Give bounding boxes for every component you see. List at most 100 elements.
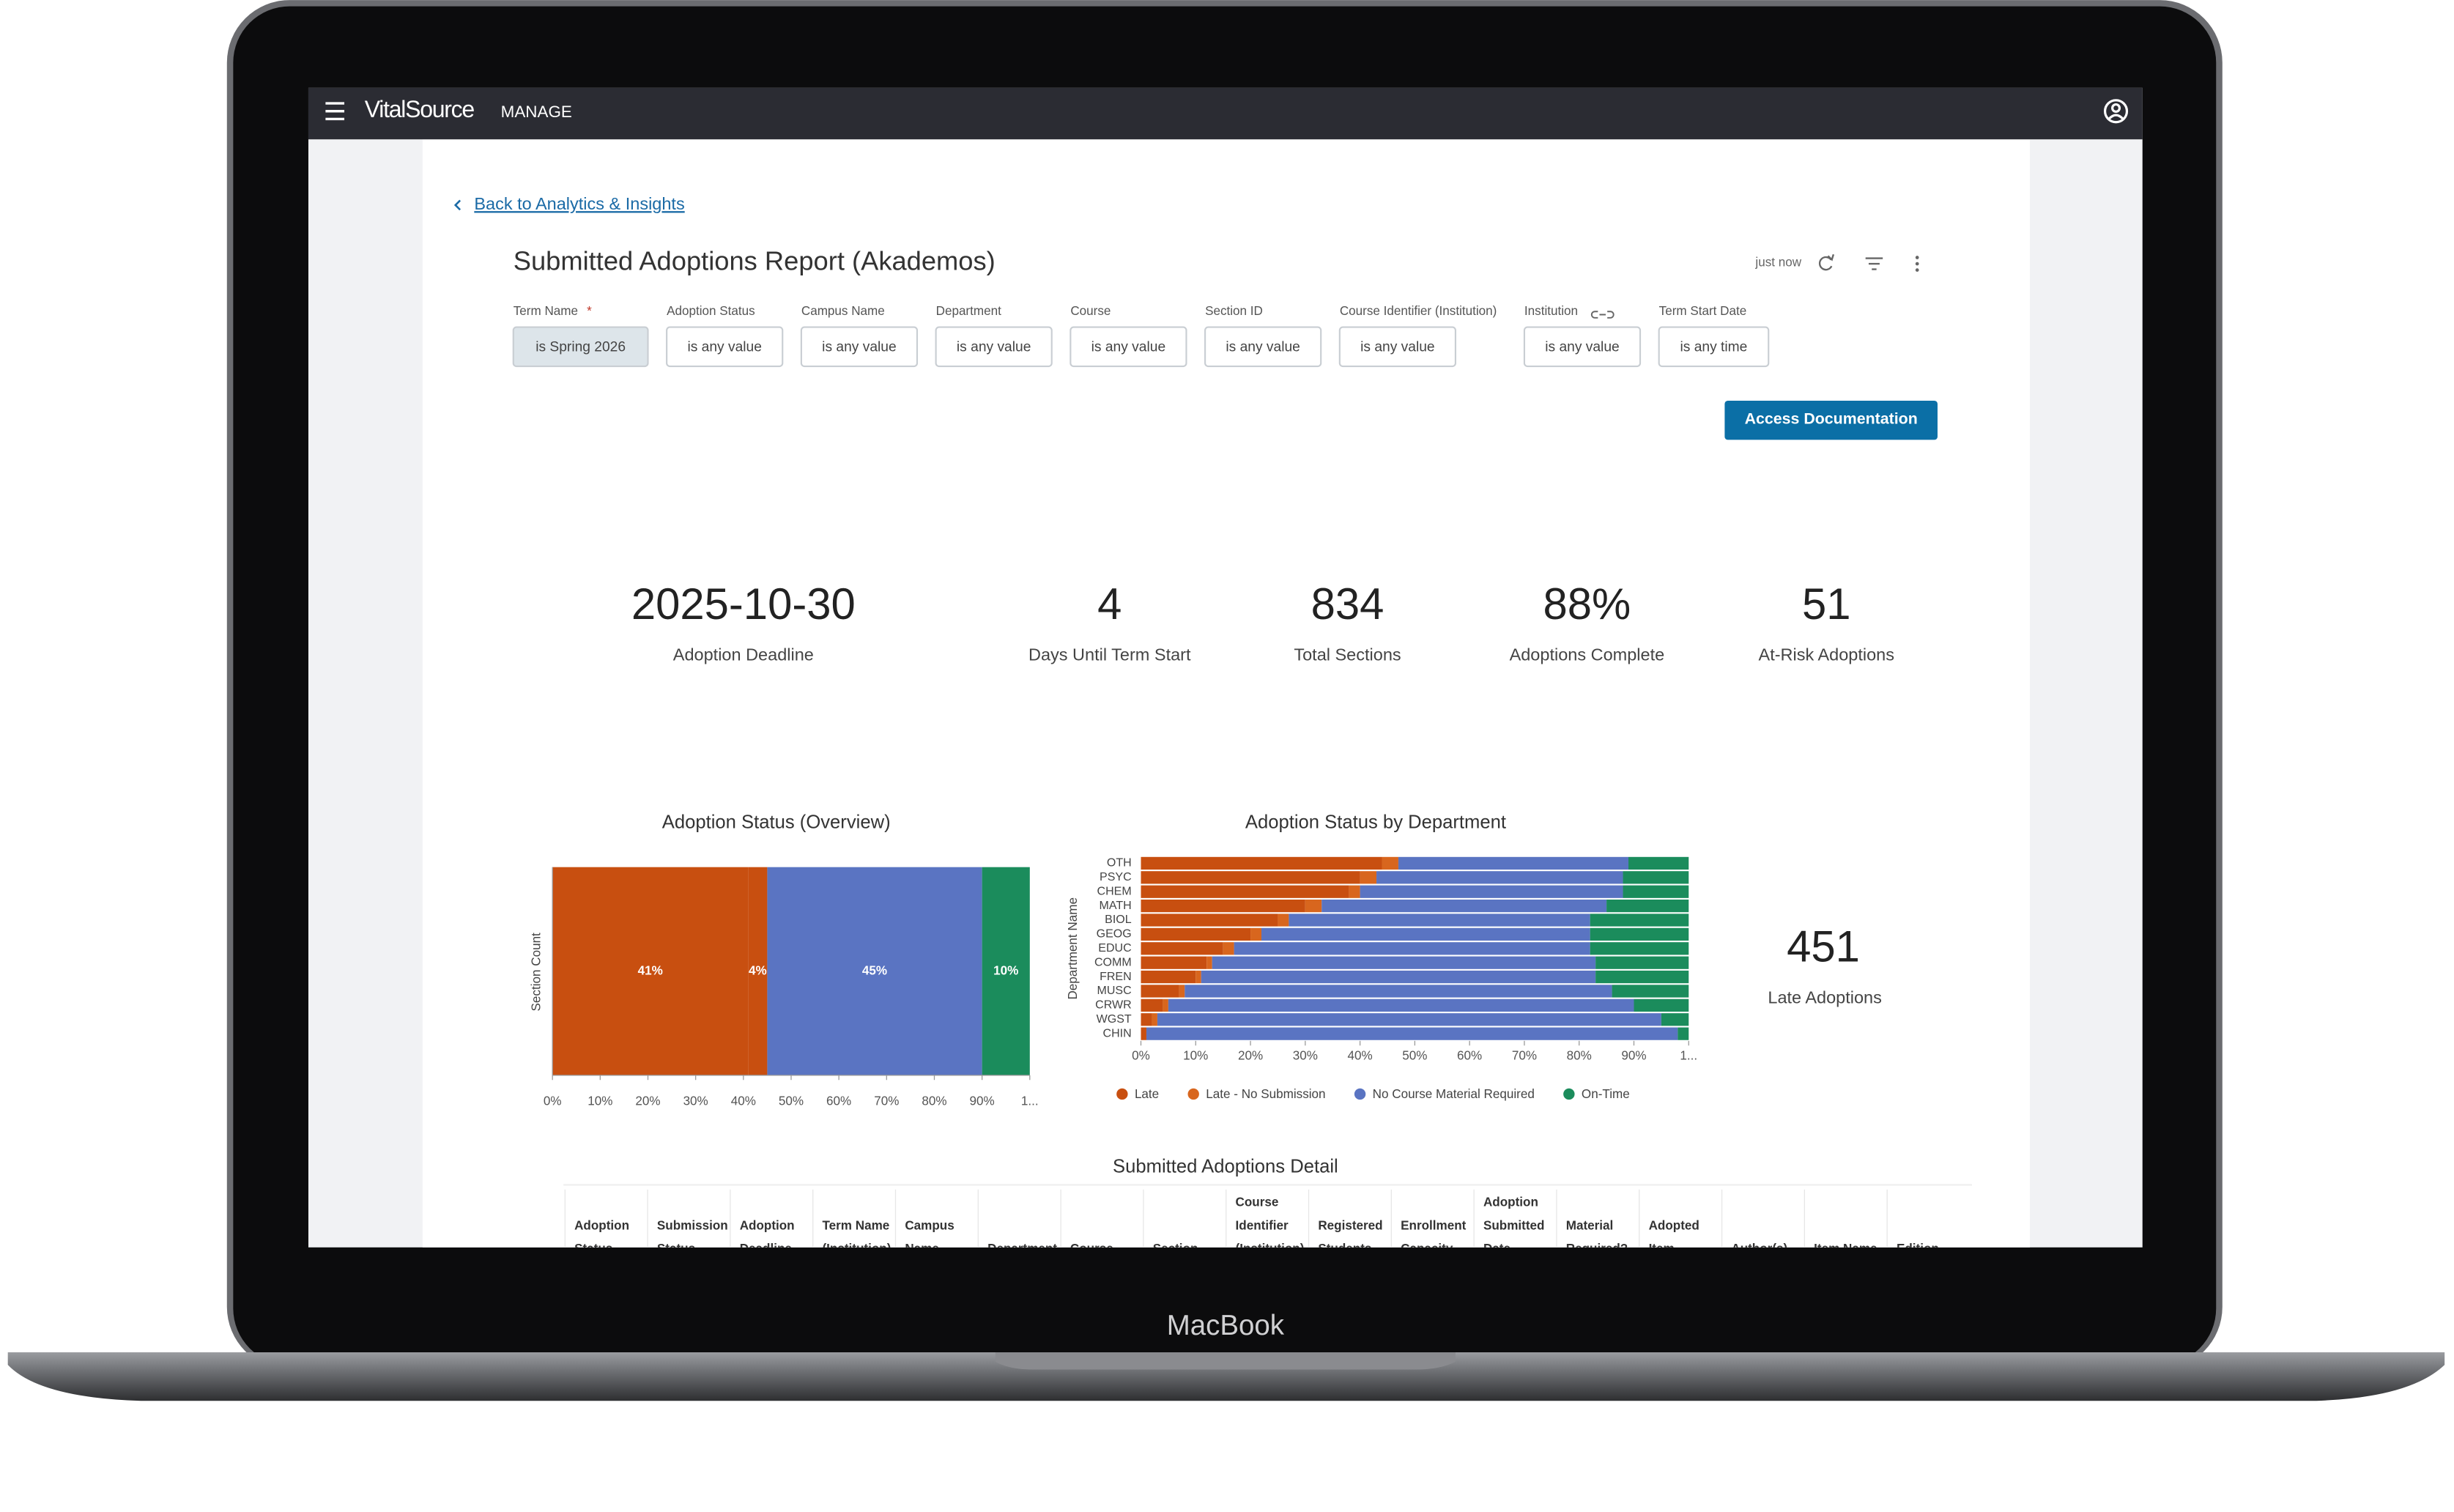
y-tick-label: BIOL <box>1105 913 1132 926</box>
doc-button[interactable] <box>1724 401 1938 440</box>
kpi-value: 834 <box>1311 579 1384 629</box>
y-tick-label: WGST <box>1097 1012 1132 1026</box>
bar-segment <box>748 867 768 1075</box>
y-tick-label: PSYC <box>1100 870 1132 883</box>
bar-segment <box>1201 970 1596 984</box>
late-kpi-label: Late Adoptions <box>1768 987 1882 1007</box>
filter-box[interactable] <box>666 326 784 368</box>
filter-label: Term Name <box>514 304 578 318</box>
kpi-value: 88% <box>1543 579 1631 629</box>
report-title: Submitted Adoptions Report (Akademos) <box>514 246 996 276</box>
x-tick-label: 70% <box>1512 1049 1537 1063</box>
filter-value[interactable]: is any value <box>957 339 1031 355</box>
bar-segment <box>1278 914 1289 927</box>
y-tick-label: CRWR <box>1095 998 1132 1012</box>
bar-segment <box>1141 985 1179 998</box>
kpi-label: Adoption Deadline <box>673 645 814 664</box>
column-header: Department <box>987 1242 1057 1256</box>
back-link[interactable]: Back to Analytics & Insights <box>474 194 684 213</box>
filter-label: Course <box>1070 304 1111 318</box>
doc-button-label[interactable]: Access Documentation <box>1745 410 1918 427</box>
filter-value[interactable]: is any time <box>1680 339 1748 355</box>
filter-value[interactable]: is any value <box>1091 339 1166 355</box>
value-label: 4% <box>749 963 767 977</box>
column-header: Course <box>1070 1242 1113 1256</box>
bar-segment <box>1223 942 1234 955</box>
legend-swatch[interactable] <box>1563 1088 1575 1100</box>
table-title: Submitted Adoptions Detail <box>1113 1157 1338 1177</box>
filter-box[interactable] <box>935 326 1053 368</box>
x-tick-label: 90% <box>1621 1049 1646 1063</box>
legend-swatch[interactable] <box>1354 1088 1366 1100</box>
filter-label: Department <box>936 304 1001 318</box>
filter-value[interactable]: is any value <box>822 339 897 355</box>
bar-segment <box>1661 1013 1689 1026</box>
legend-label[interactable]: Late <box>1135 1087 1159 1101</box>
kpi-label: At-Risk Adoptions <box>1759 645 1894 664</box>
filter-value[interactable]: is any value <box>1545 339 1620 355</box>
value-label: 41% <box>638 963 663 977</box>
filter-box[interactable] <box>1070 326 1187 368</box>
kpi-label: Total Sections <box>1294 645 1401 664</box>
bar-segment <box>1349 885 1360 898</box>
more-icon[interactable] <box>1915 256 1919 272</box>
bar-segment <box>1141 899 1305 913</box>
x-tick-label: 1... <box>1680 1049 1697 1063</box>
bar-segment <box>1141 927 1251 941</box>
legend-label[interactable]: Late - No Submission <box>1206 1087 1325 1101</box>
legend-swatch[interactable] <box>1116 1088 1128 1100</box>
column-header: Registered Students <box>1318 1218 1386 1256</box>
x-tick-label: 20% <box>1238 1049 1263 1063</box>
column-header: Adoption Status <box>574 1218 633 1256</box>
x-tick-label: 0% <box>544 1094 562 1108</box>
filter-label: Section ID <box>1205 304 1263 318</box>
filter-box[interactable] <box>1204 326 1322 368</box>
bar-segment <box>1141 970 1196 984</box>
screen: VitalSource MANAGE Back to Analytics & I… <box>308 87 2143 1256</box>
bar-segment <box>1595 956 1689 969</box>
brand[interactable]: VitalSource <box>365 96 475 122</box>
menu-icon[interactable] <box>325 102 345 121</box>
y-tick-label: MATH <box>1099 899 1131 912</box>
y-tick-label: MUSC <box>1097 984 1132 997</box>
filter-icon[interactable] <box>1865 257 1883 270</box>
user-icon[interactable] <box>2103 99 2129 124</box>
filter-value[interactable]: is any value <box>1360 339 1435 355</box>
dynamic-content: 2025-10-30 Adoption Deadline 4 Days Until T… <box>529 579 1972 1256</box>
required-mark: * <box>587 304 592 318</box>
link-icon <box>1590 311 1615 319</box>
legend-label[interactable]: On-Time <box>1582 1087 1630 1101</box>
bar-segment <box>1250 927 1262 941</box>
filter-value[interactable]: is any value <box>687 339 762 355</box>
x-tick-label: 70% <box>874 1094 899 1108</box>
updated-time: just now <box>1754 256 1801 270</box>
filter-value[interactable]: is Spring 2026 <box>535 339 626 355</box>
column-header: Material Required? <box>1566 1218 1628 1256</box>
bar-segment <box>1678 1027 1689 1040</box>
bar-segment <box>1623 885 1689 898</box>
column-header: Edition <box>1897 1242 1939 1256</box>
legend-swatch[interactable] <box>1187 1088 1199 1100</box>
column-header: Submission Status <box>657 1218 732 1256</box>
filter-value[interactable]: is any value <box>1226 339 1300 355</box>
filter-box[interactable] <box>1658 326 1770 368</box>
filter-box[interactable] <box>1338 326 1456 368</box>
legend-label[interactable]: No Course Material Required <box>1373 1087 1535 1101</box>
x-tick-label: 60% <box>1457 1049 1482 1063</box>
bar-segment <box>1590 942 1689 955</box>
bar-segment <box>1185 985 1612 998</box>
filter-box[interactable] <box>512 326 649 368</box>
x-tick-label: 80% <box>1567 1049 1592 1063</box>
bar-segment <box>1152 1013 1157 1026</box>
laptop-base <box>7 1352 2445 1401</box>
bar-segment <box>982 867 1030 1075</box>
filter-box[interactable] <box>1523 326 1642 368</box>
filter-bar: Term Name * is Spring 2026 Adoption Status i… <box>512 304 1770 368</box>
refresh-icon[interactable] <box>1818 253 1835 271</box>
y-axis-label: Section Count <box>529 933 543 1012</box>
bar-segment <box>1595 970 1689 984</box>
bar-segment <box>1321 899 1607 913</box>
filter-box[interactable] <box>800 326 919 368</box>
